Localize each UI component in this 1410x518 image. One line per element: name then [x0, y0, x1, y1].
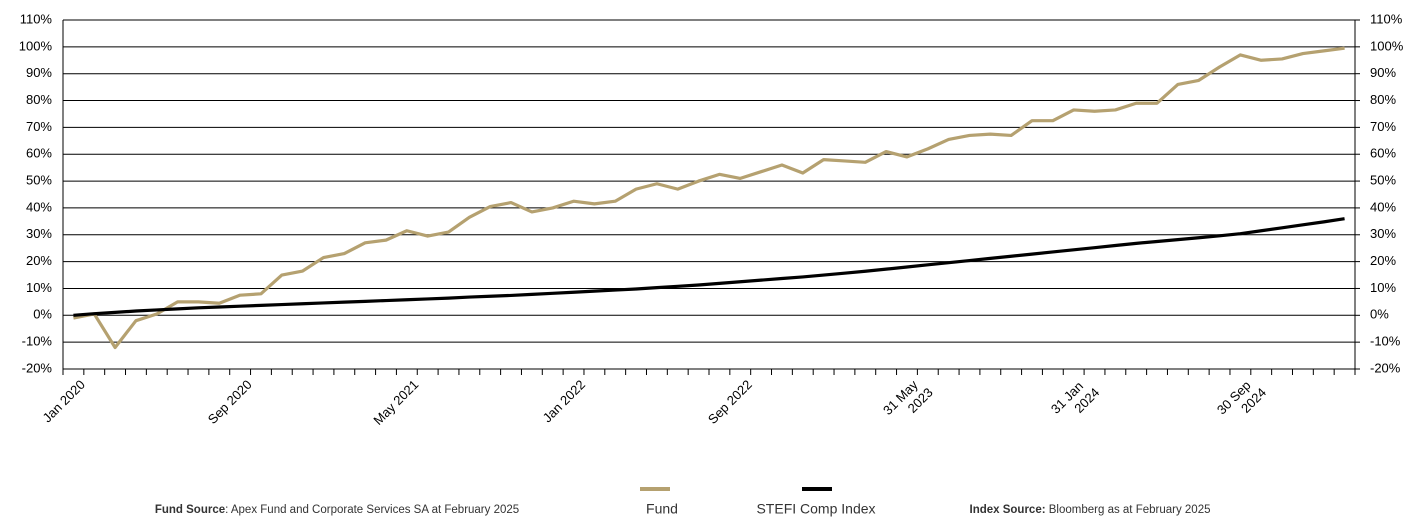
x-tick-label: 31 May2023 [880, 374, 936, 430]
note-label: Fund Source [155, 504, 225, 516]
y2-tick-label: -20% [1370, 360, 1401, 375]
index-source-note: Index Source: Bloomberg as at February 2… [970, 504, 1211, 516]
y-tick-label: 10% [26, 280, 52, 295]
series-line [73, 46, 1345, 350]
y2-tick-label: 70% [1370, 119, 1396, 134]
x-tick-label: 30 Sep2024 [1214, 374, 1269, 429]
x-tick-label: May 2021 [370, 377, 421, 428]
y-tick-label: 60% [26, 146, 52, 161]
y-tick-label: 50% [26, 173, 52, 188]
y2-tick-label: 20% [1370, 253, 1396, 268]
x-tick-label: Jan 2022 [540, 377, 588, 425]
y2-tick-label: 80% [1370, 92, 1396, 107]
legend-label: STEFI Comp Index [756, 501, 875, 517]
y2-tick-label: 60% [1370, 146, 1396, 161]
fund-source-note: Fund Source: Apex Fund and Corporate Ser… [155, 504, 519, 516]
y-tick-label: -20% [22, 360, 53, 375]
y2-tick-label: 0% [1370, 307, 1389, 322]
y2-tick-label: -10% [1370, 334, 1401, 349]
y-tick-label: 70% [26, 119, 52, 134]
y2-tick-label: 50% [1370, 173, 1396, 188]
note-text: Bloomberg as at February 2025 [1046, 504, 1211, 516]
legend-label: Fund [646, 501, 678, 517]
x-tick-label: 31 Jan2024 [1048, 374, 1102, 428]
y-tick-label: 100% [19, 38, 53, 53]
y-tick-label: 20% [26, 253, 52, 268]
y2-tick-label: 30% [1370, 226, 1396, 241]
y-tick-label: 0% [33, 307, 52, 322]
x-tick-label: Sep 2020 [205, 377, 255, 427]
series-line [73, 217, 1345, 317]
note-text: : Apex Fund and Corporate Services SA at… [225, 504, 519, 516]
y2-tick-label: 10% [1370, 280, 1396, 295]
y-tick-label: 80% [26, 92, 52, 107]
y-tick-label: 40% [26, 199, 52, 214]
y-tick-label: 30% [26, 226, 52, 241]
note-label: Index Source: [970, 504, 1046, 516]
y2-tick-label: 90% [1370, 65, 1396, 80]
y-tick-label: -10% [22, 334, 53, 349]
x-tick-label: Sep 2022 [705, 377, 755, 427]
y-tick-label: 110% [20, 11, 53, 26]
y-tick-label: 90% [26, 65, 52, 80]
y2-tick-label: 40% [1370, 199, 1396, 214]
y2-tick-label: 110% [1370, 11, 1403, 26]
x-tick-label: Jan 2020 [40, 377, 88, 425]
y2-tick-label: 100% [1370, 38, 1404, 53]
